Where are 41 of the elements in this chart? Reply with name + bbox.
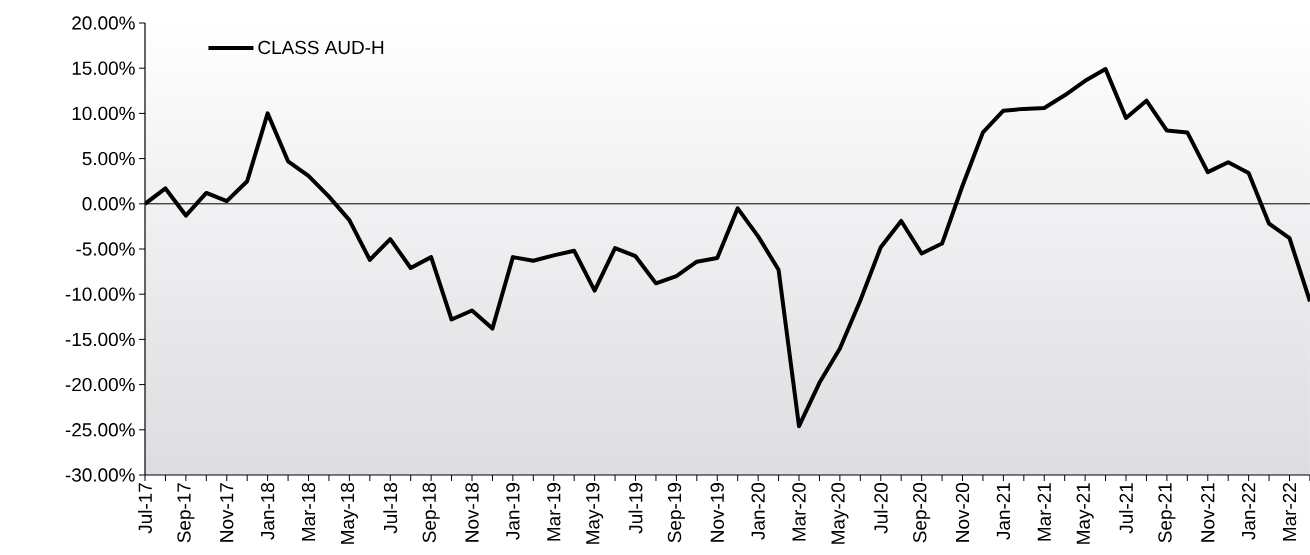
x-tick-label: Sep-20 [913, 482, 931, 543]
x-tick-label: Jan-18 [260, 483, 275, 540]
y-tick-label: -30.00% [65, 468, 135, 482]
x-tick-label: Sep-17 [177, 483, 195, 543]
x-tick-label: May-20 [831, 482, 849, 544]
y-tick-label: -15.00% [65, 332, 135, 347]
y-tick-label: 10.00% [72, 106, 135, 121]
y-tick-label: 15.00% [72, 61, 135, 75]
x-tick-label: May-18 [340, 483, 358, 544]
x-tick-label: Sep-19 [667, 483, 685, 543]
x-tick-label: Jan-19 [506, 483, 520, 540]
x-tick-label: May-19 [586, 483, 604, 544]
x-tick-label: Nov-17 [220, 483, 234, 542]
x-tick-label: Jan-21 [996, 483, 1011, 540]
x-tick-label: Jul-20 [873, 482, 888, 534]
x-tick-label: Jul-18 [383, 483, 398, 534]
y-tick-label: -5.00% [76, 242, 135, 256]
x-tick-label: Jul-21 [1119, 483, 1133, 534]
x-tick-label: Jan-22 [1241, 483, 1256, 540]
y-tick-label: -25.00% [65, 423, 135, 437]
x-tick-label: Nov-19 [710, 483, 724, 542]
x-tick-label: Mar-19 [547, 483, 561, 541]
x-tick-label: Nov-21 [1201, 483, 1215, 542]
x-tick-label: May-21 [1076, 483, 1094, 544]
x-tick-label: Mar-20 [792, 482, 806, 541]
x-tick-label: Mar-21 [1037, 483, 1051, 541]
x-tick-label: Sep-21 [1158, 483, 1176, 543]
legend-label: CLASS AUD-H [258, 40, 384, 55]
x-tick-label: Sep-18 [422, 483, 440, 543]
y-tick-label: 5.00% [82, 151, 135, 166]
x-tick-label: Mar-22 [1282, 483, 1297, 541]
x-tick-label: Nov-20 [955, 482, 970, 542]
x-tick-label: Mar-18 [301, 483, 316, 541]
y-tick-label: 20.00% [72, 16, 135, 30]
y-tick-label: -20.00% [65, 377, 135, 392]
x-tick-label: Nov-18 [465, 483, 479, 542]
y-tick-label: 0.00% [82, 197, 135, 211]
y-tick-label: -10.00% [65, 287, 135, 301]
x-tick-label: Jan-20 [751, 482, 765, 540]
x-tick-label: Jul-19 [628, 483, 643, 534]
x-tick-label: Jul-17 [138, 483, 152, 534]
